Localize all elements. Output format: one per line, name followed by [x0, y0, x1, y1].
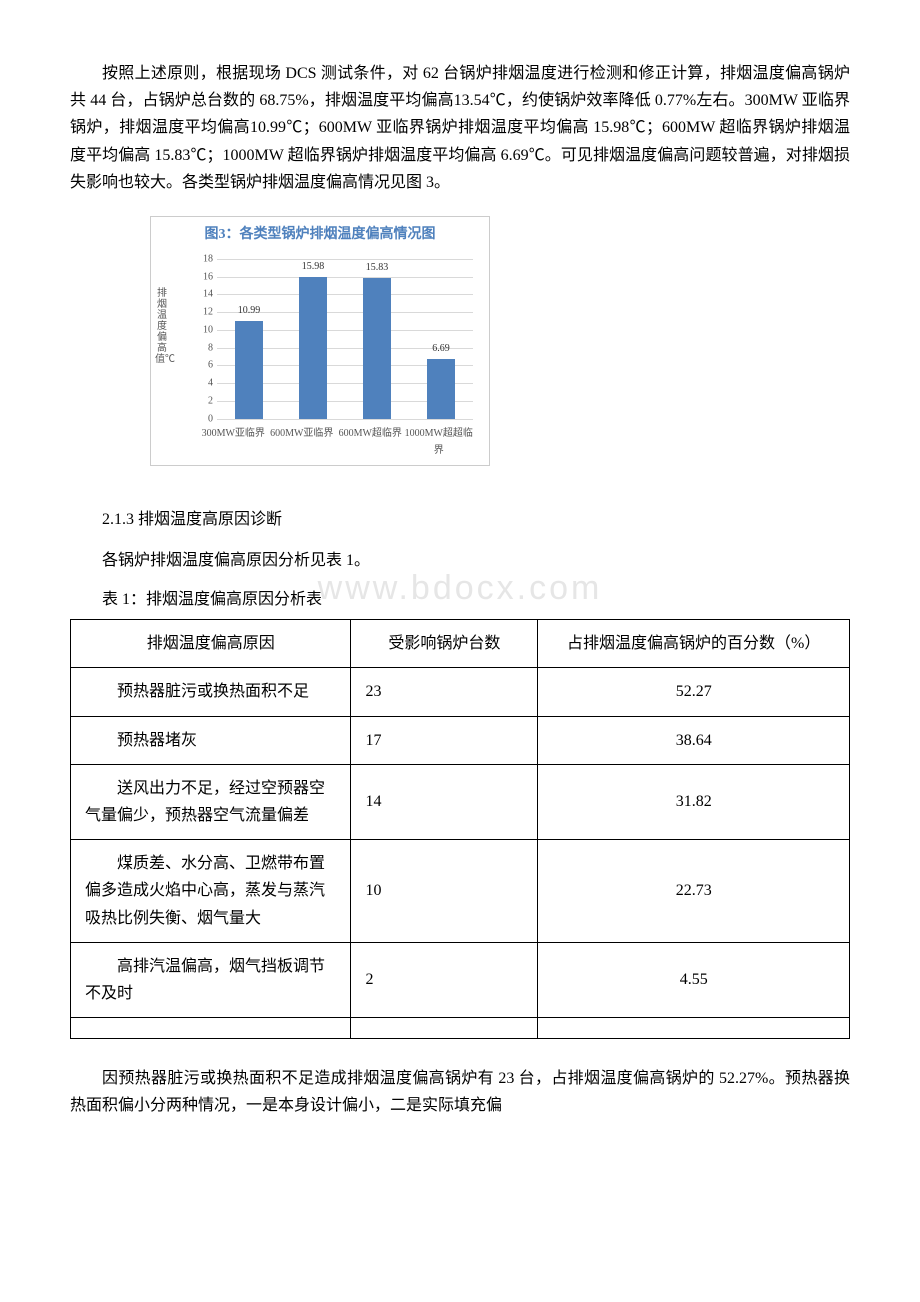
chart3-ytick-label: 10 — [195, 321, 213, 338]
table-cell: 预热器堵灰 — [71, 716, 351, 764]
table-cell — [538, 1018, 850, 1039]
chart3-xtick-label: 600MW亚临界 — [268, 425, 337, 459]
table1: 排烟温度偏高原因受影响锅炉台数占排烟温度偏高锅炉的百分数（%） 预热器脏污或换热… — [70, 619, 850, 1039]
table-cell: 17 — [351, 716, 538, 764]
chart3-ytick-label: 6 — [195, 357, 213, 374]
chart3-xtick-label: 300MW亚临界 — [199, 425, 268, 459]
table-cell: 2 — [351, 942, 538, 1017]
table-header-row: 排烟温度偏高原因受影响锅炉台数占排烟温度偏高锅炉的百分数（%） — [71, 620, 850, 668]
table-row: 预热器脏污或换热面积不足2352.27 — [71, 668, 850, 716]
chart3-title: 图3：各类型锅炉排烟温度偏高情况图 — [151, 217, 489, 253]
chart3-bar: 6.69 — [409, 340, 473, 418]
table-cell: 煤质差、水分高、卫燃带布置偏多造成火焰中心高，蒸发与蒸汽吸热比例失衡、烟气量大 — [71, 840, 351, 943]
table1-column-header: 占排烟温度偏高锅炉的百分数（%） — [538, 620, 850, 668]
chart3-gridline — [217, 419, 473, 420]
chart3-bar-value-label: 15.98 — [302, 258, 325, 275]
chart3-bar-rect — [235, 321, 263, 419]
chart3-container: 图3：各类型锅炉排烟温度偏高情况图 排烟温度偏高值℃ 0246810121416… — [150, 216, 850, 466]
chart3-bar-value-label: 6.69 — [432, 340, 450, 357]
chart3-bar-value-label: 10.99 — [238, 302, 261, 319]
table-cell: 31.82 — [538, 764, 850, 839]
table1-caption: 表 1：排烟温度偏高原因分析表 — [70, 586, 850, 613]
chart3-bar-value-label: 15.83 — [366, 259, 389, 276]
table-row: 送风出力不足，经过空预器空气量偏少，预热器空气流量偏差1431.82 — [71, 764, 850, 839]
table-row: 煤质差、水分高、卫燃带布置偏多造成火焰中心高，蒸发与蒸汽吸热比例失衡、烟气量大1… — [71, 840, 850, 943]
chart3-y-axis-label: 排烟温度偏高值℃ — [155, 288, 169, 365]
chart3-ytick-label: 8 — [195, 339, 213, 356]
chart3-bar: 10.99 — [217, 302, 281, 419]
chart3-bar-rect — [363, 278, 391, 419]
chart3-bar: 15.98 — [281, 258, 345, 419]
intro-paragraph: 按照上述原则，根据现场 DCS 测试条件，对 62 台锅炉排烟温度进行检测和修正… — [70, 60, 850, 196]
chart3-bar: 15.83 — [345, 259, 409, 419]
chart3-ytick-label: 4 — [195, 375, 213, 392]
chart3-xtick-label: 600MW超临界 — [336, 425, 405, 459]
table-cell: 预热器脏污或换热面积不足 — [71, 668, 351, 716]
table-cell — [351, 1018, 538, 1039]
table-cell: 4.55 — [538, 942, 850, 1017]
table-cell: 38.64 — [538, 716, 850, 764]
table-row: 高排汽温偏高，烟气挡板调节不及时24.55 — [71, 942, 850, 1017]
chart3-ytick-label: 2 — [195, 392, 213, 409]
table-cell: 22.73 — [538, 840, 850, 943]
table1-column-header: 排烟温度偏高原因 — [71, 620, 351, 668]
chart3-plot-area: 02468101214161810.9915.9815.836.69 — [195, 259, 479, 419]
chart3-ytick-label: 14 — [195, 286, 213, 303]
table-cell: 14 — [351, 764, 538, 839]
table1-column-header: 受影响锅炉台数 — [351, 620, 538, 668]
chart3-ytick-label: 12 — [195, 304, 213, 321]
table-cell: 52.27 — [538, 668, 850, 716]
chart3-ytick-label: 16 — [195, 268, 213, 285]
chart3-x-axis: 300MW亚临界600MW亚临界600MW超临界1000MW超超临界 — [199, 419, 473, 459]
table-row — [71, 1018, 850, 1039]
tail-paragraph: 因预热器脏污或换热面积不足造成排烟温度偏高锅炉有 23 台，占排烟温度偏高锅炉的… — [70, 1065, 850, 1119]
chart3-ytick-label: 18 — [195, 250, 213, 267]
table-cell: 送风出力不足，经过空预器空气量偏少，预热器空气流量偏差 — [71, 764, 351, 839]
chart3-bar-rect — [299, 277, 327, 419]
table-cell: 23 — [351, 668, 538, 716]
table-cell: 高排汽温偏高，烟气挡板调节不及时 — [71, 942, 351, 1017]
chart3-xtick-label: 1000MW超超临界 — [405, 425, 474, 459]
chart3-ytick-label: 0 — [195, 410, 213, 427]
chart3: 图3：各类型锅炉排烟温度偏高情况图 排烟温度偏高值℃ 0246810121416… — [150, 216, 490, 466]
table-cell: 10 — [351, 840, 538, 943]
chart3-bar-rect — [427, 359, 455, 418]
analysis-intro-line: 各锅炉排烟温度偏高原因分析见表 1。 — [70, 547, 850, 574]
section-213-heading: 2.1.3 排烟温度高原因诊断 — [70, 506, 850, 533]
table-cell — [71, 1018, 351, 1039]
table-row: 预热器堵灰1738.64 — [71, 716, 850, 764]
